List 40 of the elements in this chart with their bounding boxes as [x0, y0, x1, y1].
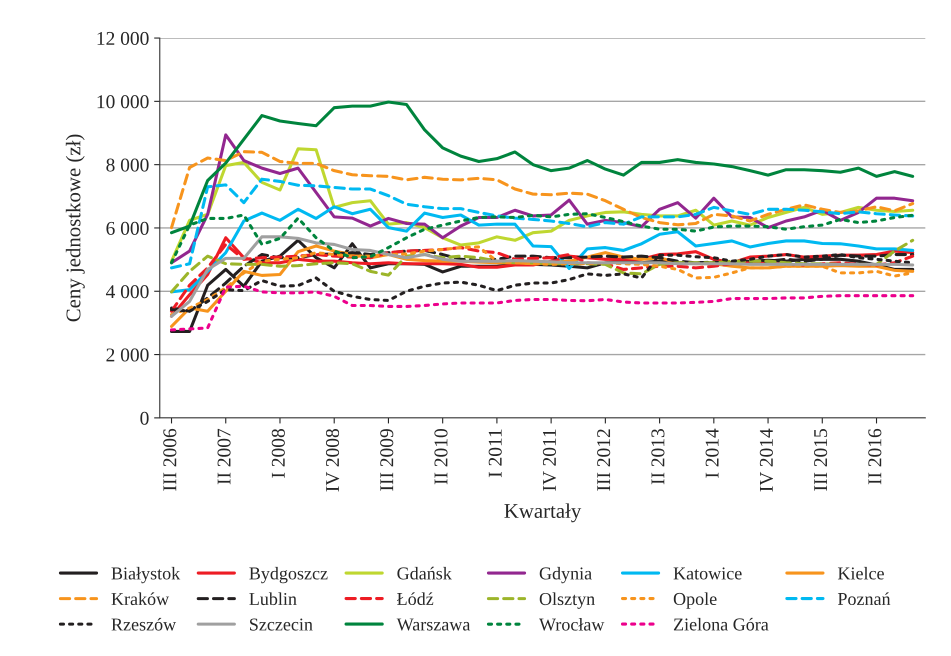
legend-label: Gdynia: [540, 566, 592, 584]
legend-label: Olsztyn: [540, 592, 595, 609]
x-tick-label: III 2012: [597, 429, 610, 491]
legend-label: Gdańsk: [397, 566, 452, 580]
y-tick-label: 10 000: [98, 95, 149, 108]
legend-label: Bydgoszcz: [249, 566, 328, 584]
x-tick-label: II 2016: [868, 428, 882, 484]
x-tick-label: I 2011: [488, 429, 502, 478]
x-axis-title: Kwartały: [504, 503, 582, 522]
legend-label: Warszawa: [396, 618, 470, 631]
legend-label: Szczecin: [250, 618, 313, 631]
y-tick-label: 0: [140, 412, 149, 425]
x-tick-label: IV 2008: [326, 429, 340, 492]
y-axis-title: Ceny jednostkowe (zł): [66, 134, 85, 322]
x-tick-label: II 2007: [217, 428, 231, 484]
x-tick-label: IV 2014: [760, 428, 774, 492]
x-tick-label: II 2010: [434, 429, 448, 484]
y-tick-label: 8 000: [106, 158, 149, 172]
legend-label: Rzeszów: [112, 618, 176, 631]
legend-label: Łódź: [397, 592, 434, 606]
x-tick-label: III 2009: [380, 429, 394, 491]
legend-label: Białystok: [112, 566, 180, 584]
legend-label: Poznań: [838, 592, 890, 606]
y-tick-label: 12 000: [98, 32, 149, 45]
legend-label: Zielona Góra: [674, 618, 769, 631]
x-tick-label: III 2006: [163, 428, 176, 491]
legend-label: Kielce: [838, 566, 884, 580]
legend-label: Wrocław: [539, 618, 604, 631]
x-tick-label: IV 2011: [542, 429, 556, 491]
legend-label: Katowice: [674, 567, 742, 580]
legend-label: Opole: [674, 592, 717, 609]
y-tick-label: 6 000: [106, 222, 149, 235]
x-tick-label: II 2013: [651, 429, 664, 484]
x-tick-label: I 2014: [706, 428, 719, 478]
y-tick-label: 2 000: [106, 348, 149, 362]
y-tick-label: 4 000: [106, 285, 149, 298]
legend-label: Kraków: [112, 592, 170, 606]
x-tick-label: III 2015: [814, 429, 828, 491]
x-tick-label: I 2008: [272, 429, 285, 478]
legend-label: Lublin: [249, 592, 297, 606]
